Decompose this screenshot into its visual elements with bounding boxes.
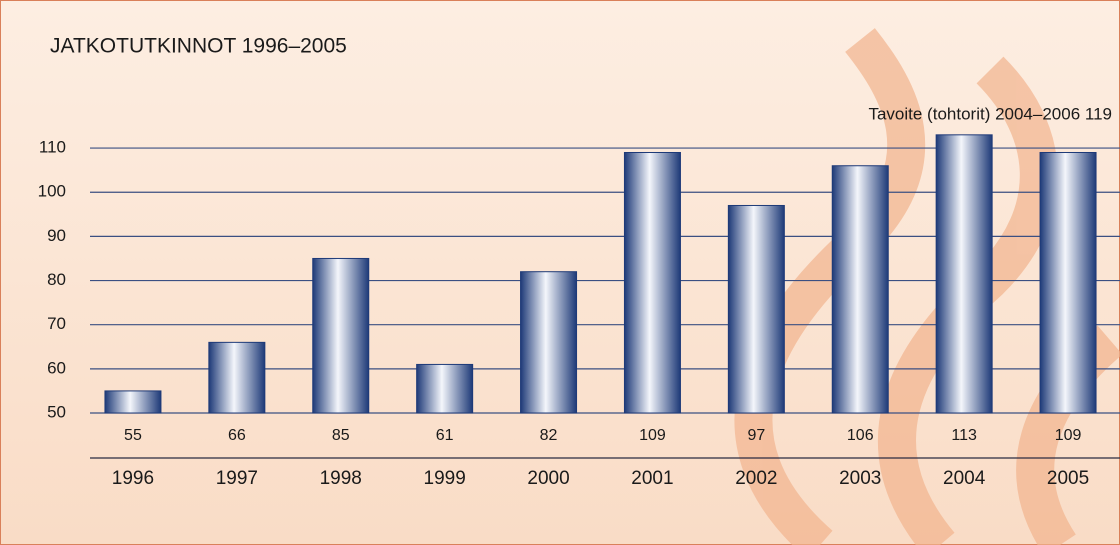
- bar: [624, 152, 680, 413]
- y-tick-label: 100: [38, 182, 66, 201]
- bar: [209, 342, 265, 413]
- x-tick-label: 2003: [839, 468, 881, 489]
- value-label: 85: [332, 427, 350, 444]
- page: {"chart_data": {"type": "bar", "title": …: [0, 0, 1120, 545]
- bar: [313, 258, 369, 413]
- bar: [936, 135, 992, 413]
- bar: [417, 364, 473, 413]
- bar: [832, 166, 888, 413]
- bar: [1040, 152, 1096, 413]
- value-label: 61: [436, 427, 454, 444]
- y-tick-label: 80: [47, 270, 66, 289]
- chart: JATKOTUTKINNOT 1996–2005 Tavoite (tohtor…: [0, 0, 1120, 545]
- x-tick-label: 1996: [112, 468, 154, 489]
- bar: [521, 272, 577, 413]
- value-label: 55: [124, 427, 142, 444]
- bar: [728, 205, 784, 413]
- value-label: 109: [1055, 427, 1082, 444]
- y-tick-label: 50: [47, 402, 66, 421]
- y-tick-label: 70: [47, 314, 66, 333]
- value-label: 82: [540, 427, 558, 444]
- x-tick-label: 2005: [1047, 468, 1089, 489]
- annotation: Tavoite (tohtorit) 2004–2006 119: [868, 104, 1112, 123]
- x-tick-label: 2004: [943, 468, 986, 489]
- x-tick-label: 1998: [320, 468, 362, 489]
- value-label: 66: [228, 427, 246, 444]
- y-tick-label: 60: [47, 358, 66, 377]
- chart-title: JATKOTUTKINNOT 1996–2005: [50, 35, 347, 58]
- y-tick-label: 90: [47, 226, 66, 245]
- y-tick-label: 110: [39, 138, 66, 157]
- x-tick-label: 1999: [424, 468, 466, 489]
- x-tick-label: 2002: [735, 468, 777, 489]
- x-tick-label: 2001: [631, 468, 673, 489]
- value-label: 106: [847, 427, 874, 444]
- value-label: 97: [747, 427, 765, 444]
- value-label: 109: [639, 427, 666, 444]
- x-tick-label: 1997: [216, 468, 258, 489]
- x-tick-label: 2000: [527, 468, 569, 489]
- value-label: 113: [951, 427, 977, 444]
- bar: [105, 391, 161, 413]
